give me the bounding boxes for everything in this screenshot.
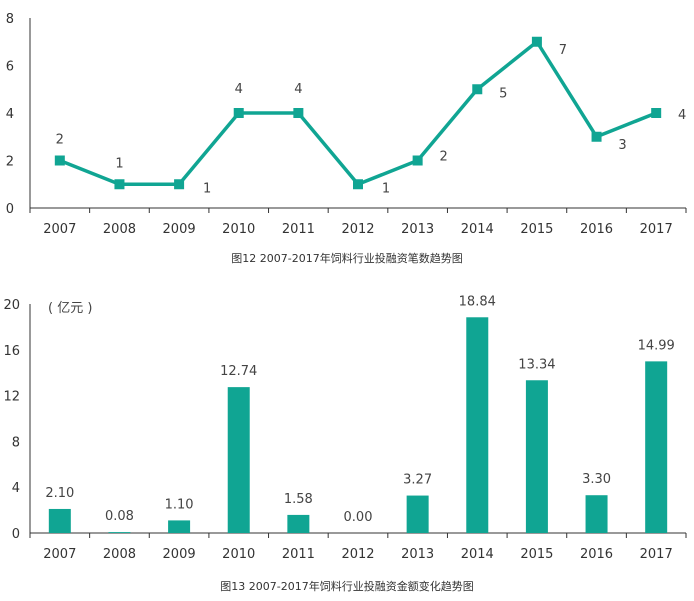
data-point [412, 155, 423, 166]
bar-unit-label: ( 亿元 ) [48, 301, 92, 316]
line-x-tick-label: 2011 [282, 222, 315, 237]
bar-x-tick-label: 2014 [461, 547, 494, 562]
bar-x-tick-label: 2011 [282, 547, 315, 562]
line-y-tick-labels: 0 2 4 6 8 [6, 12, 14, 217]
data-label: 3.30 [582, 472, 611, 487]
line-x-tick-label: 2010 [222, 222, 255, 237]
data-point [174, 179, 185, 190]
data-label: 12.74 [220, 364, 257, 379]
bar [168, 520, 191, 533]
line-y-tick-label: 0 [6, 202, 14, 217]
data-point [233, 108, 244, 118]
data-label: 4 [678, 108, 686, 123]
data-label: 7 [559, 43, 567, 58]
data-label: 4 [235, 82, 243, 97]
bar-y-tick-label: 8 [12, 435, 20, 450]
data-label: 3 [618, 138, 626, 153]
bar [287, 514, 310, 533]
bar-series: 2.10 0.08 1.10 12.74 1.58 0.00 3.27 18.84 13.34 3… [45, 294, 675, 533]
bar-x-tick-label: 2016 [580, 547, 613, 562]
line-y-tick-label: 6 [6, 60, 14, 75]
data-point [591, 131, 602, 142]
bar [108, 532, 131, 533]
line-x-tick-label: 2009 [163, 222, 196, 237]
data-label: 1 [115, 156, 123, 171]
data-label: 18.84 [459, 294, 496, 309]
data-label: 13.34 [518, 357, 555, 372]
bar [525, 380, 548, 533]
bar-x-tick-label: 2017 [640, 547, 673, 562]
bar [48, 508, 71, 533]
bar-chart-title: 图13 2007-2017年饲料行业投融资金额变化趋势图 [220, 579, 473, 593]
data-label: 14.99 [638, 338, 675, 353]
line-x-tick-label: 2007 [43, 222, 76, 237]
bar-x-tick-label: 2007 [43, 547, 76, 562]
bar-x-tick-label: 2010 [222, 547, 255, 562]
bar [645, 361, 668, 533]
data-label: 1 [382, 181, 390, 196]
data-label: 2 [56, 133, 64, 148]
line-y-tick-label: 8 [6, 12, 14, 27]
data-label: 0.00 [344, 510, 373, 525]
bar-y-tick-label: 0 [12, 527, 20, 542]
data-label: 1.10 [165, 497, 194, 512]
bar-y-tick-label: 16 [3, 344, 20, 359]
line-x-tick-label: 2015 [520, 222, 553, 237]
line-x-tick-label: 2017 [640, 222, 673, 237]
bar-x-tick-label: 2012 [341, 547, 374, 562]
bar-y-tick-label: 4 [12, 481, 20, 496]
data-point [114, 179, 125, 190]
line-x-tick-label: 2008 [103, 222, 136, 237]
data-point [54, 155, 65, 166]
bar-x-ticks: 2007 2008 2009 2010 2011 2012 2013 2014 2015 2016… [29, 533, 687, 562]
data-point [293, 108, 304, 118]
series-line [59, 40, 657, 186]
line-x-tick-label: 2012 [341, 222, 374, 237]
data-point [353, 179, 363, 190]
data-label: 3.27 [403, 473, 432, 488]
data-label: 4 [294, 82, 302, 97]
data-point [472, 84, 483, 95]
line-y-tick-label: 2 [6, 155, 14, 170]
data-point [531, 36, 542, 47]
data-label: 2 [439, 150, 447, 165]
data-label: 0.08 [105, 509, 134, 524]
bar-chart: 0 4 8 12 16 20 ( 亿元 ) 2007 2008 2009 2010 2011 201… [3, 294, 687, 593]
line-x-tick-label: 2016 [580, 222, 613, 237]
bar-x-tick-label: 2013 [401, 547, 434, 562]
bar [466, 317, 489, 533]
bar-x-tick-label: 2008 [103, 547, 136, 562]
data-label: 1.58 [284, 492, 313, 507]
bar-x-tick-label: 2009 [163, 547, 196, 562]
data-label: 2.10 [45, 486, 74, 501]
line-y-tick-label: 4 [6, 107, 14, 122]
line-chart-title: 图12 2007-2017年饲料行业投融资笔数趋势图 [231, 251, 462, 265]
bar [585, 495, 608, 533]
data-label: 1 [203, 181, 211, 196]
line-x-tick-label: 2014 [461, 222, 494, 237]
data-point [651, 108, 662, 118]
line-series: 2 1 1 4 4 1 2 5 7 3 4 [54, 36, 686, 196]
bar-y-tick-labels: 0 4 8 12 16 20 [3, 298, 20, 542]
line-x-ticks: 2007 2008 2009 2010 2011 2012 2013 2014 2015 2016… [29, 208, 687, 237]
bar-y-tick-label: 20 [3, 298, 20, 313]
bar-x-tick-label: 2015 [520, 547, 553, 562]
bar-y-tick-label: 12 [3, 390, 20, 405]
data-label: 5 [499, 86, 507, 101]
bar [227, 387, 250, 533]
line-x-tick-label: 2013 [401, 222, 434, 237]
bar [406, 495, 429, 533]
